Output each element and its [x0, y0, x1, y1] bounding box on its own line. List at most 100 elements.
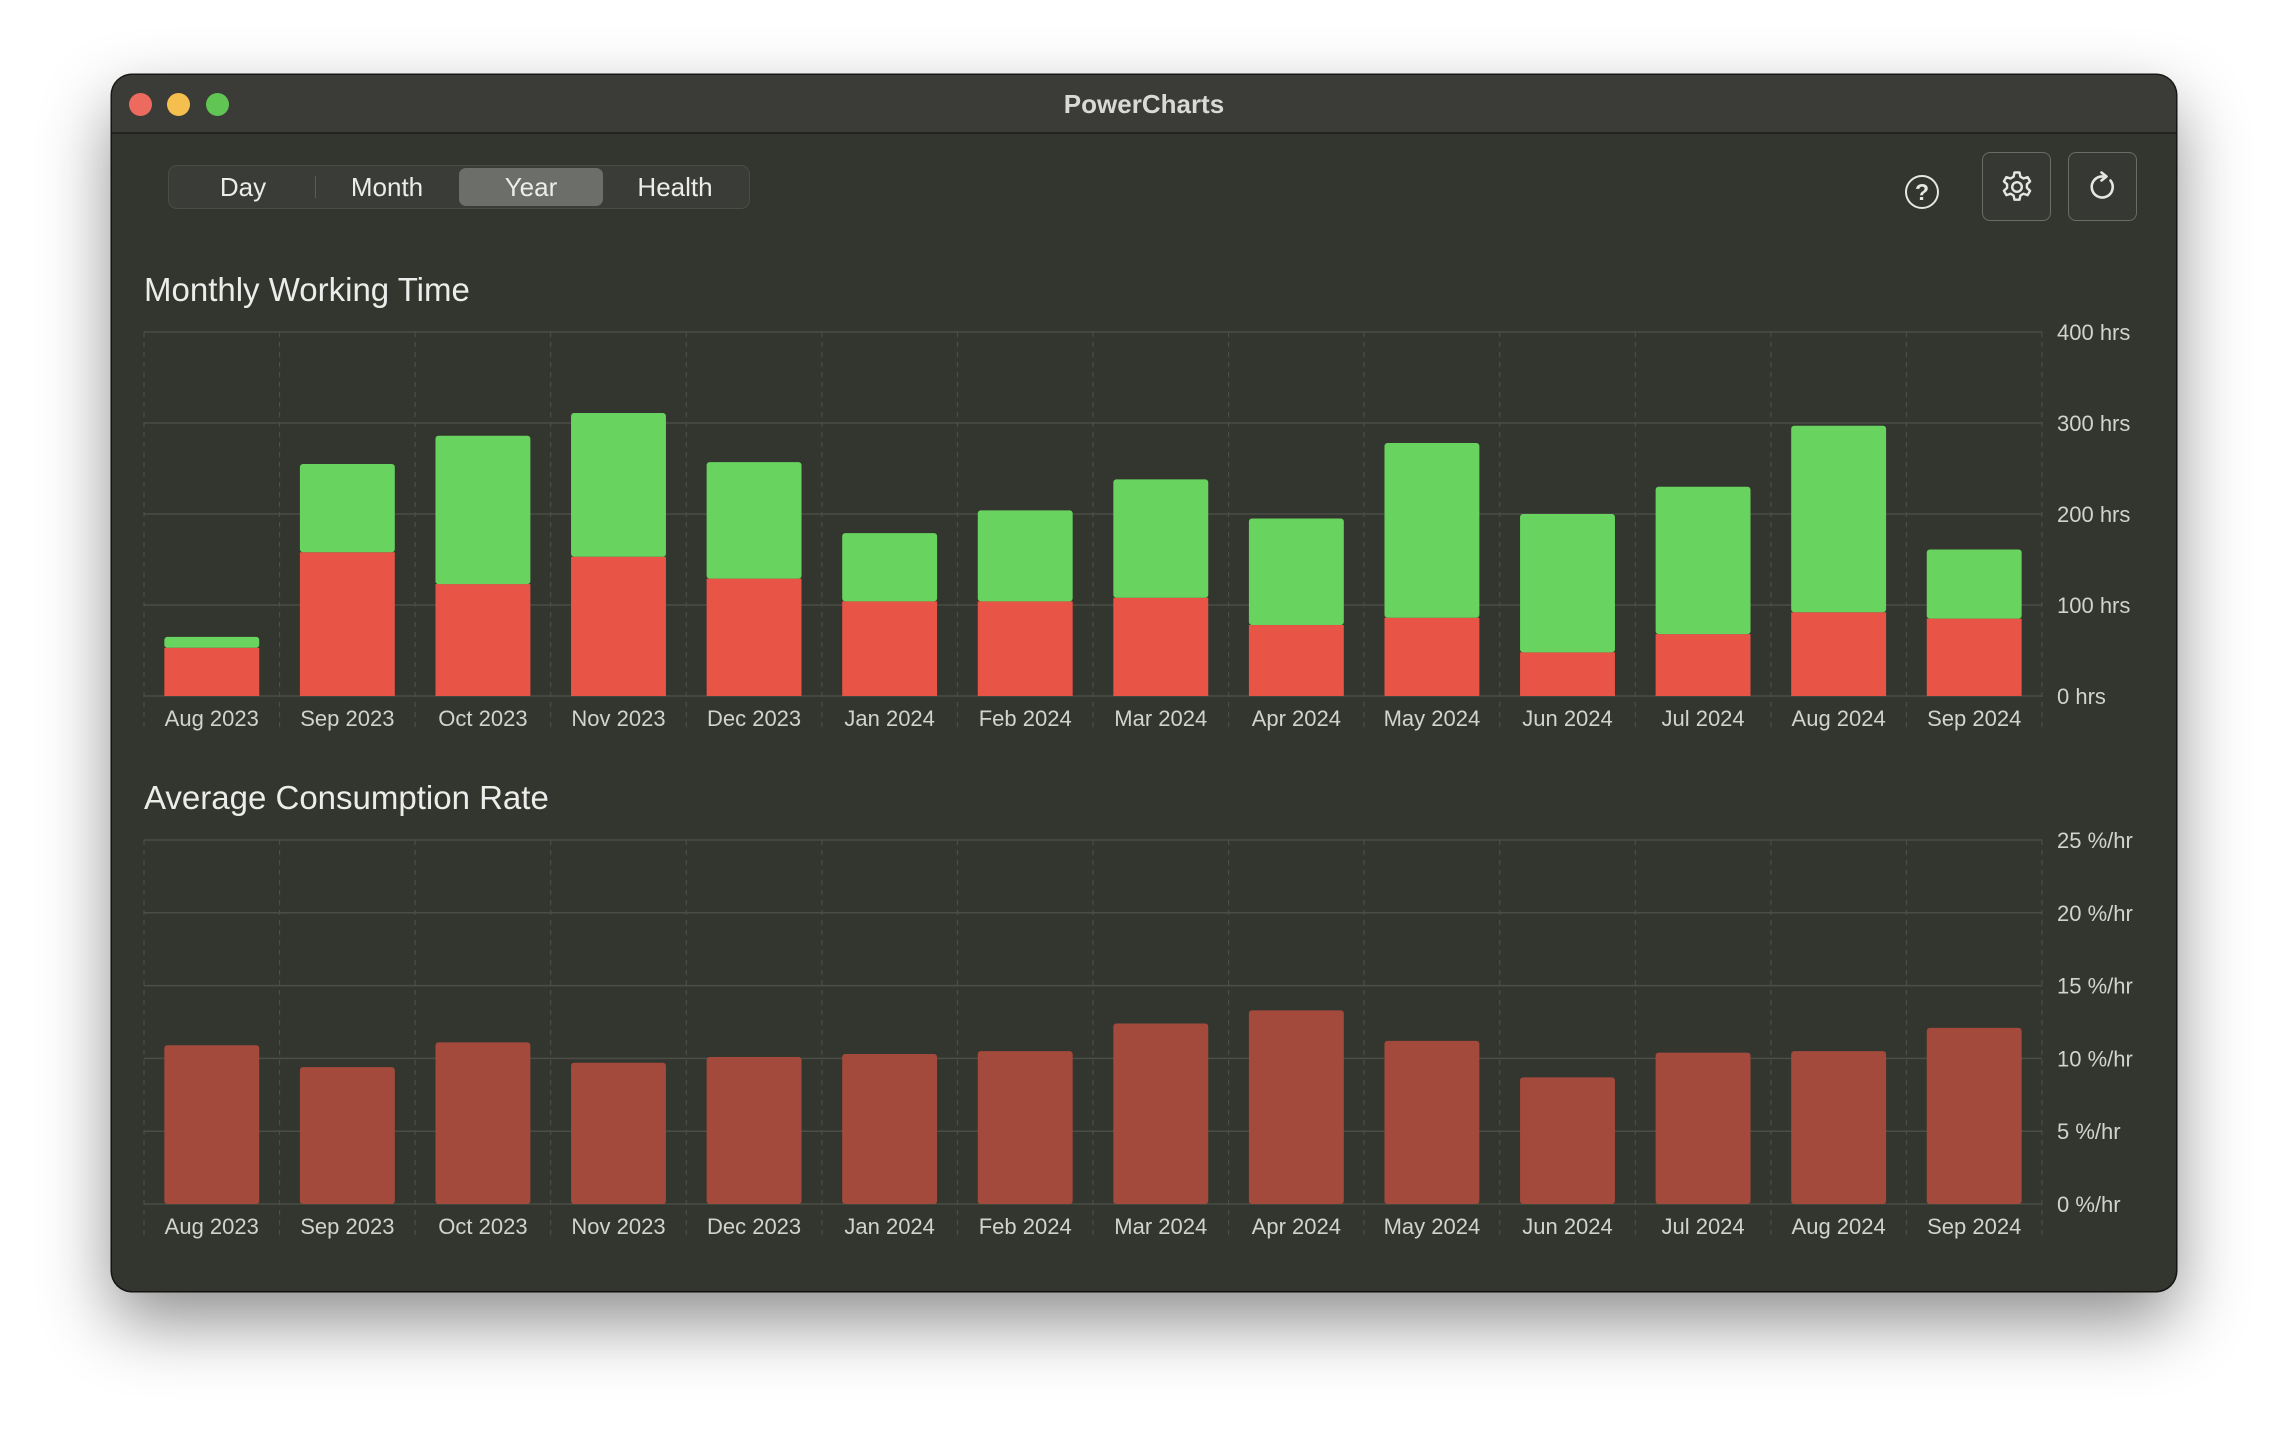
bar [1520, 1077, 1615, 1204]
bar [435, 435, 531, 585]
x-tick-label: Jun 2024 [1522, 1214, 1613, 1239]
x-tick-label: Sep 2023 [300, 1214, 394, 1239]
y-tick-label: 200 hrs [2057, 502, 2130, 527]
bar [842, 601, 938, 696]
bar [435, 584, 531, 696]
tab-month[interactable]: Month [315, 168, 459, 206]
y-tick-label: 100 hrs [2057, 593, 2130, 618]
bar [1655, 634, 1751, 696]
bar [1248, 625, 1344, 696]
period-segmented-control: Day Month Year Health [168, 165, 750, 209]
bar [1791, 425, 1887, 613]
chart-title-consumption-rate: Average Consumption Rate [144, 779, 549, 816]
bar [977, 510, 1073, 602]
bar [1113, 1023, 1209, 1204]
bar [571, 412, 666, 557]
bar [164, 636, 260, 648]
x-tick-label: Jan 2024 [844, 706, 935, 731]
refresh-button[interactable] [2068, 152, 2137, 221]
y-tick-label: 5 %/hr [2057, 1119, 2121, 1144]
bar [1926, 549, 2022, 619]
y-tick-label: 15 %/hr [2057, 974, 2133, 999]
x-tick-label: Nov 2023 [571, 1214, 665, 1239]
x-tick-label: Apr 2024 [1252, 1214, 1341, 1239]
y-tick-label: 0 %/hr [2057, 1192, 2121, 1217]
x-tick-label: Jan 2024 [844, 1214, 935, 1239]
minimize-window-button[interactable] [167, 93, 190, 116]
bar [977, 601, 1073, 696]
x-tick-label: Apr 2024 [1252, 706, 1341, 731]
y-tick-label: 300 hrs [2057, 411, 2130, 436]
consumption-rate-chart: 0 %/hr 5 %/hr 10 %/hr 15 %/hr 20 %/hr 25 %/hr… [143, 828, 2133, 1240]
y-tick-label: 25 %/hr [2057, 828, 2133, 853]
x-tick-label: Feb 2024 [979, 1214, 1072, 1239]
bar [164, 1045, 260, 1204]
settings-button[interactable] [1982, 152, 2051, 221]
bar [706, 1056, 802, 1204]
bar [435, 1042, 531, 1204]
bar [1384, 443, 1480, 618]
x-tick-label: Aug 2024 [1792, 1214, 1886, 1239]
chart-title-working-time: Monthly Working Time [144, 271, 470, 308]
x-tick-label: Jul 2024 [1661, 1214, 1744, 1239]
x-tick-label: Sep 2024 [1927, 706, 2021, 731]
x-tick-label: May 2024 [1384, 706, 1481, 731]
refresh-icon [2089, 170, 2114, 199]
x-tick-label: Mar 2024 [1114, 1214, 1207, 1239]
zoom-window-button[interactable] [206, 93, 229, 116]
y-tick-label: 20 %/hr [2057, 901, 2133, 926]
bar [1655, 1052, 1751, 1204]
bar [299, 552, 395, 696]
x-tick-label: Sep 2023 [300, 706, 394, 731]
bar [977, 1051, 1073, 1204]
bar [1248, 1010, 1344, 1204]
working-time-chart: 0 hrs 100 hrs 200 hrs 300 hrs 400 hrs Aug 202… [143, 320, 2130, 732]
x-tick-label: Aug 2023 [165, 706, 259, 731]
y-tick-label: 0 hrs [2057, 684, 2106, 709]
bar [299, 1067, 395, 1204]
x-tick-label: Jul 2024 [1661, 706, 1744, 731]
bar [1520, 514, 1615, 653]
x-tick-label: Oct 2023 [438, 1214, 527, 1239]
bar [1791, 1051, 1887, 1204]
x-tick-label: Dec 2023 [707, 706, 801, 731]
bar [1655, 486, 1751, 635]
y-tick-label: 10 %/hr [2057, 1046, 2133, 1071]
tab-year[interactable]: Year [459, 168, 603, 206]
x-tick-label: Dec 2023 [707, 1214, 801, 1239]
bar [299, 463, 395, 553]
app-window: PowerCharts Day Month Year Health ? Mont… [112, 75, 2176, 1291]
tab-health[interactable]: Health [637, 172, 713, 202]
tab-day[interactable]: Day [219, 172, 267, 202]
x-tick-label: Oct 2023 [438, 706, 527, 731]
bar [706, 462, 802, 579]
window-title: PowerCharts [1063, 89, 1225, 119]
bar [1113, 597, 1209, 696]
close-window-button[interactable] [129, 93, 152, 116]
x-tick-label: Sep 2024 [1927, 1214, 2021, 1239]
bar [1248, 518, 1344, 626]
bar [1113, 479, 1209, 598]
bar [1791, 612, 1887, 696]
y-tick-label: 400 hrs [2057, 320, 2130, 345]
bar [164, 647, 260, 696]
gear-icon [2002, 170, 2031, 201]
x-tick-label: Aug 2023 [165, 1214, 259, 1239]
x-tick-label: May 2024 [1384, 1214, 1481, 1239]
bar [1926, 1027, 2022, 1204]
title-bar: PowerCharts [112, 75, 2176, 134]
x-tick-label: Mar 2024 [1114, 706, 1207, 731]
bar [842, 533, 938, 602]
bar [1384, 1040, 1480, 1204]
x-tick-label: Nov 2023 [571, 706, 665, 731]
bar [571, 556, 666, 696]
bar [1926, 618, 2022, 696]
x-tick-label: Feb 2024 [979, 706, 1072, 731]
help-icon[interactable]: ? [1905, 175, 1939, 209]
bar [1520, 652, 1615, 696]
bar [706, 578, 802, 696]
x-tick-label: Jun 2024 [1522, 706, 1613, 731]
bar [1384, 617, 1480, 696]
bar [571, 1062, 666, 1204]
bar [842, 1054, 938, 1204]
